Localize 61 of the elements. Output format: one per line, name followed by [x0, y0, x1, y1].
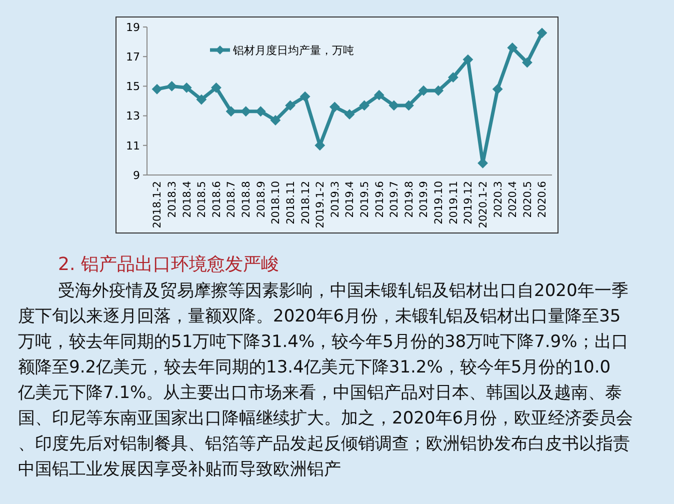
point: [522, 58, 532, 68]
point: [433, 86, 444, 96]
y-tick-label: 9: [133, 168, 140, 182]
point: [492, 84, 503, 94]
x-tick-label: 2018.11: [284, 181, 297, 224]
x-tick-label: 2020.4: [507, 180, 520, 218]
point: [388, 100, 399, 110]
x-tick-label: 2018.12: [300, 181, 312, 224]
point: [270, 115, 280, 126]
point: [462, 54, 473, 65]
x-tick-label: 2018.8: [240, 181, 253, 218]
x-tick-label: 2018.10: [270, 181, 282, 224]
x-tick-label: 2019.1-2: [314, 181, 327, 228]
point: [537, 28, 547, 38]
point: [330, 102, 340, 112]
x-tick-label: 2019.10: [433, 181, 446, 224]
y-tick-label: 13: [126, 110, 140, 123]
x-tick-label: 2019.5: [358, 181, 371, 218]
point: [196, 94, 206, 105]
x-tick-label: 2020.1-2: [477, 181, 490, 228]
x-tick-label: 2018.5: [196, 181, 208, 218]
point: [448, 72, 458, 82]
point: [285, 100, 296, 110]
x-tick-label: 2018.1-2: [152, 181, 164, 228]
legend-label: 铝材月度日均产量，万吨: [232, 44, 354, 57]
text: 受海外疫情及贸易摩擦等因素影响，中国未锻轧铝及铝材出口自2020年一季度下旬以来逐月回落，量额双降。2020年6月份，未锻轧铝及铝材出口量降至35万吨，较去年同期的51万吨下降31.4%，较今年5月份的38万吨下降7.9%；出口额降至9.2亿美元，较去年同期的13.4亿美元下降31.2%，较今年5月份的10.0亿美元下降7.1%。从主要出口市场来看，中国铝产品对日本、韩国以及越南、泰国、印尼等东南亚国家出口降幅继续扩大。加之，2020年6月份，欧亚经济委员会、印度先后对铝制餐具、铝箔等产品发起反倾销调查；欧洲铝协发布白皮书以指责中国铝工业发展因享受补贴而导致欧洲铝产: [17, 281, 634, 480]
x-tick-label: 2019.8: [403, 181, 416, 218]
point: [166, 81, 177, 92]
x-tick-label: 2019.9: [418, 181, 430, 218]
point: [256, 106, 266, 116]
y-tick-label: 17: [126, 50, 140, 64]
point: [418, 86, 429, 96]
x-tick-label: 2018.6: [210, 180, 223, 218]
x-tick-label: 2018.9: [255, 181, 268, 218]
x-tick-label: 2019.11: [448, 181, 460, 224]
point: [226, 106, 236, 116]
point: [344, 109, 354, 120]
x-tick-label: 2018.7: [226, 181, 238, 218]
x-tick-label: 2019.4: [344, 180, 356, 218]
x-tick-label: 2020.6: [536, 180, 549, 218]
x-tick-label: 2019.12: [462, 181, 475, 224]
x-tick-label: 2018.4: [181, 180, 194, 218]
x-tick-label: 2020.5: [522, 181, 534, 218]
point: [507, 42, 518, 53]
point: [182, 82, 192, 93]
y-tick-label: 19: [126, 20, 140, 34]
x-tick-label: 2018.3: [166, 181, 178, 218]
point: [359, 100, 370, 110]
point: [152, 84, 162, 94]
text: 2. 铝产品出口环境愈发严峻: [58, 254, 279, 275]
point: [404, 100, 414, 110]
point: [211, 82, 222, 93]
y-tick-label: 11: [126, 139, 140, 152]
point: [240, 106, 251, 116]
x-tick-label: 2019.6: [374, 180, 386, 218]
y-tick-label: 15: [126, 80, 140, 94]
x-tick-label: 2019.7: [388, 181, 401, 218]
point: [374, 90, 384, 100]
x-tick-label: 2020.3: [492, 181, 504, 218]
point: [300, 92, 310, 102]
x-tick-label: 2019.3: [329, 181, 342, 218]
